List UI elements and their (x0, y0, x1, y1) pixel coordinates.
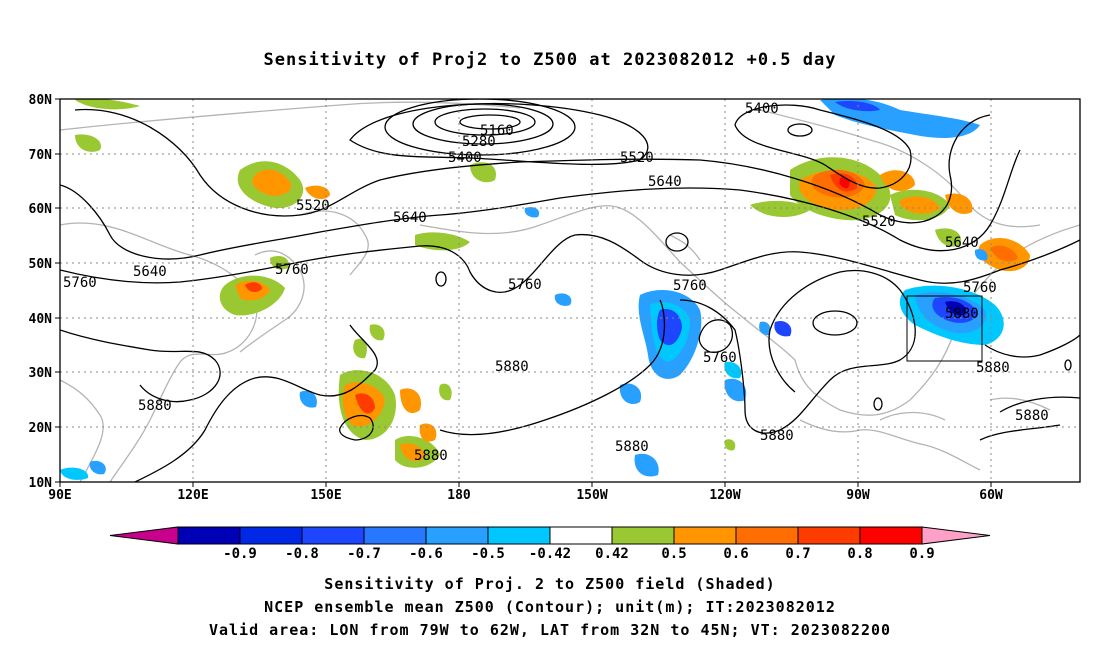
contour-label: 5880 (495, 359, 529, 375)
caption-shading: Sensitivity of Proj. 2 to Z500 field (Sh… (324, 575, 776, 593)
lat-label: 60N (29, 202, 53, 217)
colorbar-box (363, 526, 427, 545)
contour-label: 5160 (480, 123, 514, 139)
contour-label: 5640 (133, 264, 167, 280)
lon-label: 150W (576, 488, 607, 503)
lat-label: 50N (29, 257, 53, 272)
z500-contours (60, 99, 1080, 482)
contour-label: 5760 (275, 262, 309, 278)
colorbar-label: -0.42 (529, 546, 571, 562)
contour-label: 5520 (620, 150, 654, 166)
lat-label: 30N (29, 366, 53, 381)
lon-label: 180 (447, 488, 471, 503)
contour-label: 5760 (673, 278, 707, 294)
colorbar-box (487, 526, 551, 545)
colorbar-box (549, 526, 613, 545)
contour-label: 5760 (63, 275, 97, 291)
colorbar-box (425, 526, 489, 545)
colorbar-box (797, 526, 861, 545)
contour-label: 5880 (414, 448, 448, 464)
contour-label: 5640 (945, 235, 979, 251)
lon-label: 120E (177, 488, 208, 503)
caption-valid-area: Valid area: LON from 79W to 62W, LAT fro… (208, 621, 892, 639)
lon-label: 150E (310, 488, 341, 503)
lon-label: 90W (846, 488, 870, 503)
contour-label: 5760 (508, 277, 542, 293)
contour-label: 5400 (448, 150, 482, 166)
contour-labels: 5160 5280 5400 5400 5520 5520 5520 5640 … (63, 101, 1049, 464)
colorbar-label: -0.9 (223, 546, 257, 562)
contour-label: 5880 (976, 360, 1010, 376)
gridlines (60, 99, 1080, 482)
contour-label: 5400 (745, 101, 779, 117)
contour-label: 5880 (945, 306, 979, 322)
colorbar-box (673, 526, 737, 545)
contour-label: 5880 (1015, 408, 1049, 424)
colorbar-box (177, 526, 241, 545)
colorbar-label: 0.8 (847, 546, 872, 562)
colorbar-label: 0.5 (661, 546, 686, 562)
lon-label: 120W (709, 488, 740, 503)
lat-label: 20N (29, 421, 53, 436)
contour-label: 5520 (862, 214, 896, 230)
colorbar-label: 0.6 (723, 546, 748, 562)
colorbar-label: -0.5 (471, 546, 505, 562)
colorbar-max-triangle (921, 526, 991, 545)
colorbar: -0.9 -0.8 -0.7 -0.6 -0.5 -0.42 0.42 0.5 0.6 0.7 0.… (109, 526, 991, 562)
lat-label: 40N (29, 312, 53, 327)
colorbar-label: 0.7 (785, 546, 810, 562)
colorbar-min-triangle (109, 526, 179, 545)
colorbar-box (735, 526, 799, 545)
colorbar-box (859, 526, 923, 545)
contour-label: 5520 (296, 198, 330, 214)
contour-label: 5640 (648, 174, 682, 190)
contour-label: 5640 (393, 210, 427, 226)
colorbar-box (611, 526, 675, 545)
colorbar-label: 0.42 (595, 546, 629, 562)
map-title: Sensitivity of Proj2 to Z500 at 20230820… (263, 50, 837, 70)
colorbar-label: -0.7 (347, 546, 381, 562)
contour-label: 5280 (462, 134, 496, 150)
plot-frame (59, 98, 1081, 483)
lon-label: 90E (48, 488, 71, 503)
contour-label: 5760 (703, 350, 737, 366)
colorbar-box (239, 526, 303, 545)
caption-contour: NCEP ensemble mean Z500 (Contour); unit(… (264, 598, 836, 616)
lon-label: 60W (979, 488, 1003, 503)
contour-label: 5760 (963, 280, 997, 296)
lat-label: 80N (29, 93, 53, 108)
contour-label: 5880 (760, 428, 794, 444)
valid-area-box (906, 295, 983, 362)
tick-marks (55, 98, 992, 487)
colorbar-label: -0.6 (409, 546, 443, 562)
colorbar-label: 0.9 (909, 546, 934, 562)
contour-label: 5880 (615, 439, 649, 455)
lat-label: 70N (29, 148, 53, 163)
colorbar-box (301, 526, 365, 545)
lat-label: 10N (29, 476, 53, 491)
contour-label: 5880 (138, 398, 172, 414)
coastlines (60, 101, 1080, 482)
colorbar-label: -0.8 (285, 546, 319, 562)
